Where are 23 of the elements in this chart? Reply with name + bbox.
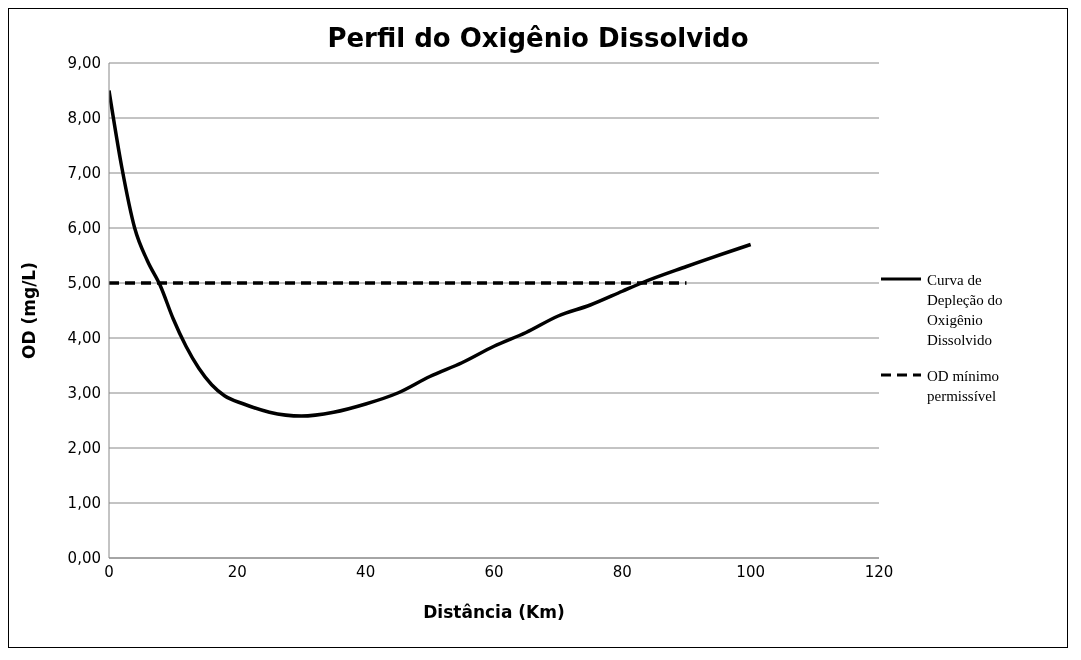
y-tick-label: 5,00 — [67, 274, 101, 293]
y-tick-label: 1,00 — [67, 494, 101, 513]
line-series — [109, 88, 753, 418]
y-tick-label: 7,00 — [67, 164, 101, 183]
y-tick-label: 4,00 — [67, 329, 101, 348]
y-tick-label: 9,00 — [67, 54, 101, 73]
x-tick-label: 120 — [864, 562, 894, 581]
x-tick-label: 40 — [356, 562, 376, 581]
y-tick-label: 6,00 — [67, 219, 101, 238]
chart-title: Perfil do Oxigênio Dissolvido — [326, 23, 750, 53]
x-tick-label: 100 — [736, 562, 765, 581]
x-tick-label: 20 — [227, 562, 247, 581]
y-tick-label: 8,00 — [67, 109, 101, 128]
legend-label: OD mínimo permissível — [927, 366, 1001, 406]
x-tick-label: 80 — [612, 562, 632, 581]
x-tick-label: 0 — [104, 562, 114, 581]
y-tick-label: 0,00 — [67, 549, 101, 568]
y-tick-label: 2,00 — [67, 439, 101, 458]
x-tick-label: 60 — [484, 562, 504, 581]
y-axis-title: OD (mg/L) — [19, 262, 40, 359]
x-axis-title: Distância (Km) — [423, 602, 565, 622]
y-tick-label: 3,00 — [67, 384, 101, 403]
legend-label: Curva de Depleção do Oxigênio Dissolvido — [927, 270, 1004, 350]
